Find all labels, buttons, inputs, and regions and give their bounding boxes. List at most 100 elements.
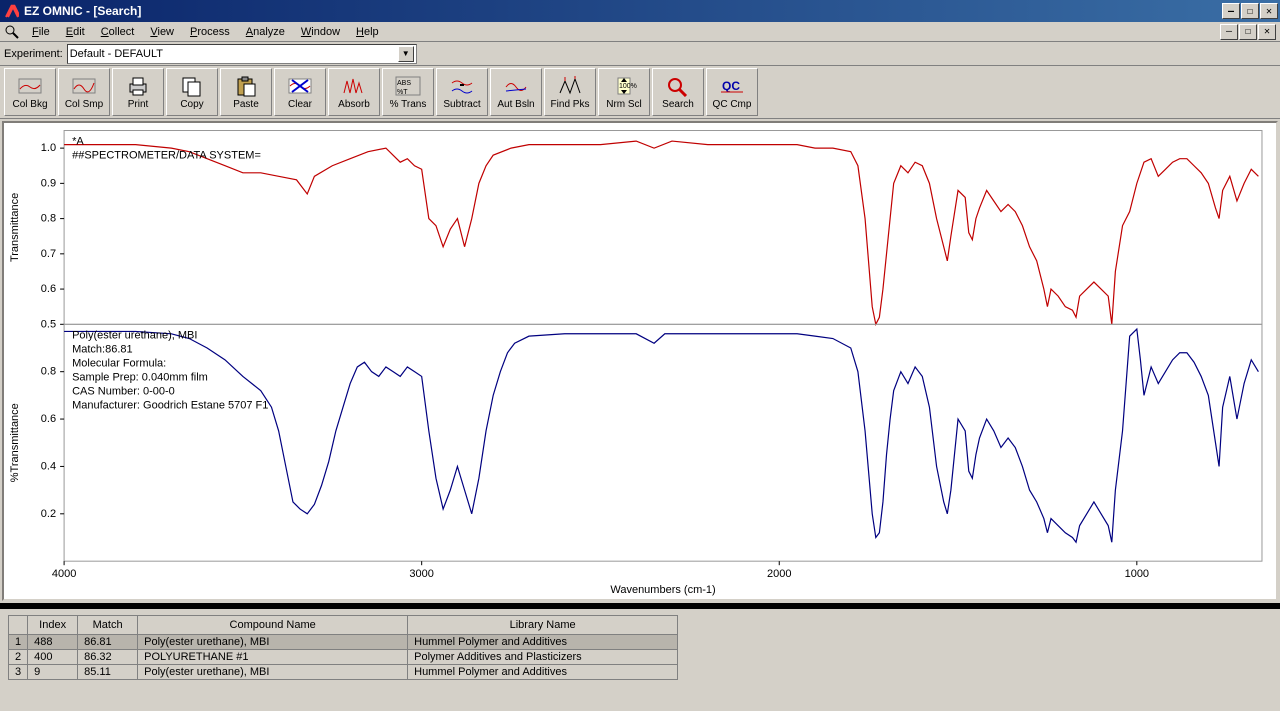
table-cell: Poly(ester urethane), MBI [138, 664, 408, 679]
toolbar-label: Print [128, 99, 149, 110]
svg-text:*A: *A [72, 136, 84, 148]
svg-text:Molecular Formula:: Molecular Formula: [72, 357, 166, 369]
table-cell: 2 [9, 649, 28, 664]
toolbar-print[interactable]: Print [112, 68, 164, 116]
table-cell: Hummel Polymer and Additives [408, 664, 678, 679]
table-cell: 3 [9, 664, 28, 679]
svg-text:Poly(ester urethane), MBI: Poly(ester urethane), MBI [72, 329, 197, 341]
menu-file[interactable]: File [24, 24, 58, 40]
table-cell: 86.32 [78, 649, 138, 664]
svg-text:ABS: ABS [397, 80, 411, 87]
table-cell: 488 [28, 634, 78, 649]
svg-text:1000: 1000 [1125, 568, 1149, 580]
mdi-buttons: – ☐ ✕ [1220, 24, 1276, 40]
col-header[interactable]: Library Name [408, 615, 678, 634]
toolbar-label: Absorb [338, 99, 370, 110]
experiment-label: Experiment: [4, 48, 63, 60]
col-header[interactable]: Compound Name [138, 615, 408, 634]
toolbar-label: QC Cmp [713, 99, 752, 110]
svg-text:0.4: 0.4 [41, 460, 56, 472]
title-bar: EZ OMNIC - [Search] – ☐ ✕ [0, 0, 1280, 22]
window-title: EZ OMNIC - [Search] [24, 4, 1222, 18]
results-table[interactable]: IndexMatchCompound NameLibrary Name14888… [8, 615, 678, 680]
table-cell: Polymer Additives and Plasticizers [408, 649, 678, 664]
maximize-button[interactable]: ☐ [1241, 3, 1259, 19]
toolbar-col-bkg[interactable]: Col Bkg [4, 68, 56, 116]
toolbar: Col Bkg Col Smp Print Copy Paste Clear Absorb A… [0, 66, 1280, 119]
toolbar-copy[interactable]: Copy [166, 68, 218, 116]
svg-text:0.5: 0.5 [41, 318, 56, 330]
svg-text:%Transmittance: %Transmittance [9, 403, 21, 482]
close-button[interactable]: ✕ [1260, 3, 1278, 19]
table-cell: 85.11 [78, 664, 138, 679]
menu-process[interactable]: Process [182, 24, 238, 40]
col-header[interactable]: Index [28, 615, 78, 634]
toolbar-label: Col Smp [65, 99, 103, 110]
experiment-value: Default - DEFAULT [70, 48, 163, 60]
table-cell: POLYURETHANE #1 [138, 649, 408, 664]
menu-view[interactable]: View [142, 24, 182, 40]
svg-text:4000: 4000 [52, 568, 76, 580]
toolbar-paste[interactable]: Paste [220, 68, 272, 116]
menu-edit[interactable]: Edit [58, 24, 93, 40]
app-icon [4, 3, 20, 19]
table-row[interactable]: 240086.32POLYURETHANE #1Polymer Additive… [9, 649, 678, 664]
toolbar-subtract[interactable]: Subtract [436, 68, 488, 116]
col-header[interactable]: Match [78, 615, 138, 634]
toolbar-label: Paste [233, 99, 259, 110]
toolbar-label: Nrm Scl [606, 99, 642, 110]
chevron-down-icon: ▼ [398, 46, 414, 62]
table-cell: Poly(ester urethane), MBI [138, 634, 408, 649]
menu-bar: FileEditCollectViewProcessAnalyzeWindowH… [0, 22, 1280, 42]
svg-text:Match:86.81: Match:86.81 [72, 343, 133, 355]
table-cell: 1 [9, 634, 28, 649]
svg-text:%T: %T [397, 89, 408, 96]
toolbar-qc-cmp[interactable]: QCQC Cmp [706, 68, 758, 116]
table-row[interactable]: 3985.11Poly(ester urethane), MBIHummel P… [9, 664, 678, 679]
svg-text:0.7: 0.7 [41, 248, 56, 260]
toolbar-nrm-scl[interactable]: 100% Nrm Scl [598, 68, 650, 116]
svg-text:Manufacturer: Goodrich Estane: Manufacturer: Goodrich Estane 5707 F1 [72, 399, 268, 411]
svg-text:Sample Prep: 0.040mm film: Sample Prep: 0.040mm film [72, 371, 208, 383]
experiment-row: Experiment: Default - DEFAULT ▼ [0, 42, 1280, 66]
spectrum-chart: 0.5 0.6 0.7 0.8 0.9 1.0 Transmittance *A ##SPECT… [4, 123, 1276, 599]
menu-analyze[interactable]: Analyze [238, 24, 293, 40]
toolbar-absorb[interactable]: Absorb [328, 68, 380, 116]
table-cell: Hummel Polymer and Additives [408, 634, 678, 649]
menu-collect[interactable]: Collect [93, 24, 143, 40]
svg-text:1.0: 1.0 [41, 142, 56, 154]
svg-text:100%: 100% [619, 83, 637, 90]
mdi-close-button[interactable]: ✕ [1258, 24, 1276, 40]
toolbar-aut-bsln[interactable]: Aut Bsln [490, 68, 542, 116]
chart-area[interactable]: 0.5 0.6 0.7 0.8 0.9 1.0 Transmittance *A ##SPECT… [2, 121, 1278, 601]
window-buttons: – ☐ ✕ [1222, 3, 1278, 19]
toolbar-find-pks[interactable]: Find Pks [544, 68, 596, 116]
toolbar-search[interactable]: Search [652, 68, 704, 116]
col-header[interactable] [9, 615, 28, 634]
magnifier-icon [4, 24, 20, 40]
minimize-button[interactable]: – [1222, 3, 1240, 19]
svg-text:0.8: 0.8 [41, 213, 56, 225]
svg-text:0.9: 0.9 [41, 177, 56, 189]
svg-text:##SPECTROMETER/DATA SYSTEM=: ##SPECTROMETER/DATA SYSTEM= [72, 150, 261, 162]
toolbar-pct-trans[interactable]: ABS%T% Trans [382, 68, 434, 116]
results-panel: IndexMatchCompound NameLibrary Name14888… [0, 609, 1280, 711]
svg-text:0.6: 0.6 [41, 413, 56, 425]
svg-text:Transmittance: Transmittance [9, 193, 21, 262]
experiment-dropdown[interactable]: Default - DEFAULT ▼ [67, 44, 417, 64]
mdi-minimize-button[interactable]: – [1220, 24, 1238, 40]
toolbar-col-smp[interactable]: Col Smp [58, 68, 110, 116]
table-cell: 86.81 [78, 634, 138, 649]
svg-text:0.6: 0.6 [41, 283, 56, 295]
table-row[interactable]: 148886.81Poly(ester urethane), MBIHummel… [9, 634, 678, 649]
svg-text:2000: 2000 [767, 568, 791, 580]
toolbar-label: Search [662, 99, 694, 110]
toolbar-label: Aut Bsln [497, 99, 534, 110]
menu-help[interactable]: Help [348, 24, 387, 40]
toolbar-clear[interactable]: Clear [274, 68, 326, 116]
svg-text:0.2: 0.2 [41, 508, 56, 520]
menu-window[interactable]: Window [293, 24, 348, 40]
toolbar-label: Clear [288, 99, 312, 110]
mdi-maximize-button[interactable]: ☐ [1239, 24, 1257, 40]
toolbar-label: Col Bkg [12, 99, 47, 110]
